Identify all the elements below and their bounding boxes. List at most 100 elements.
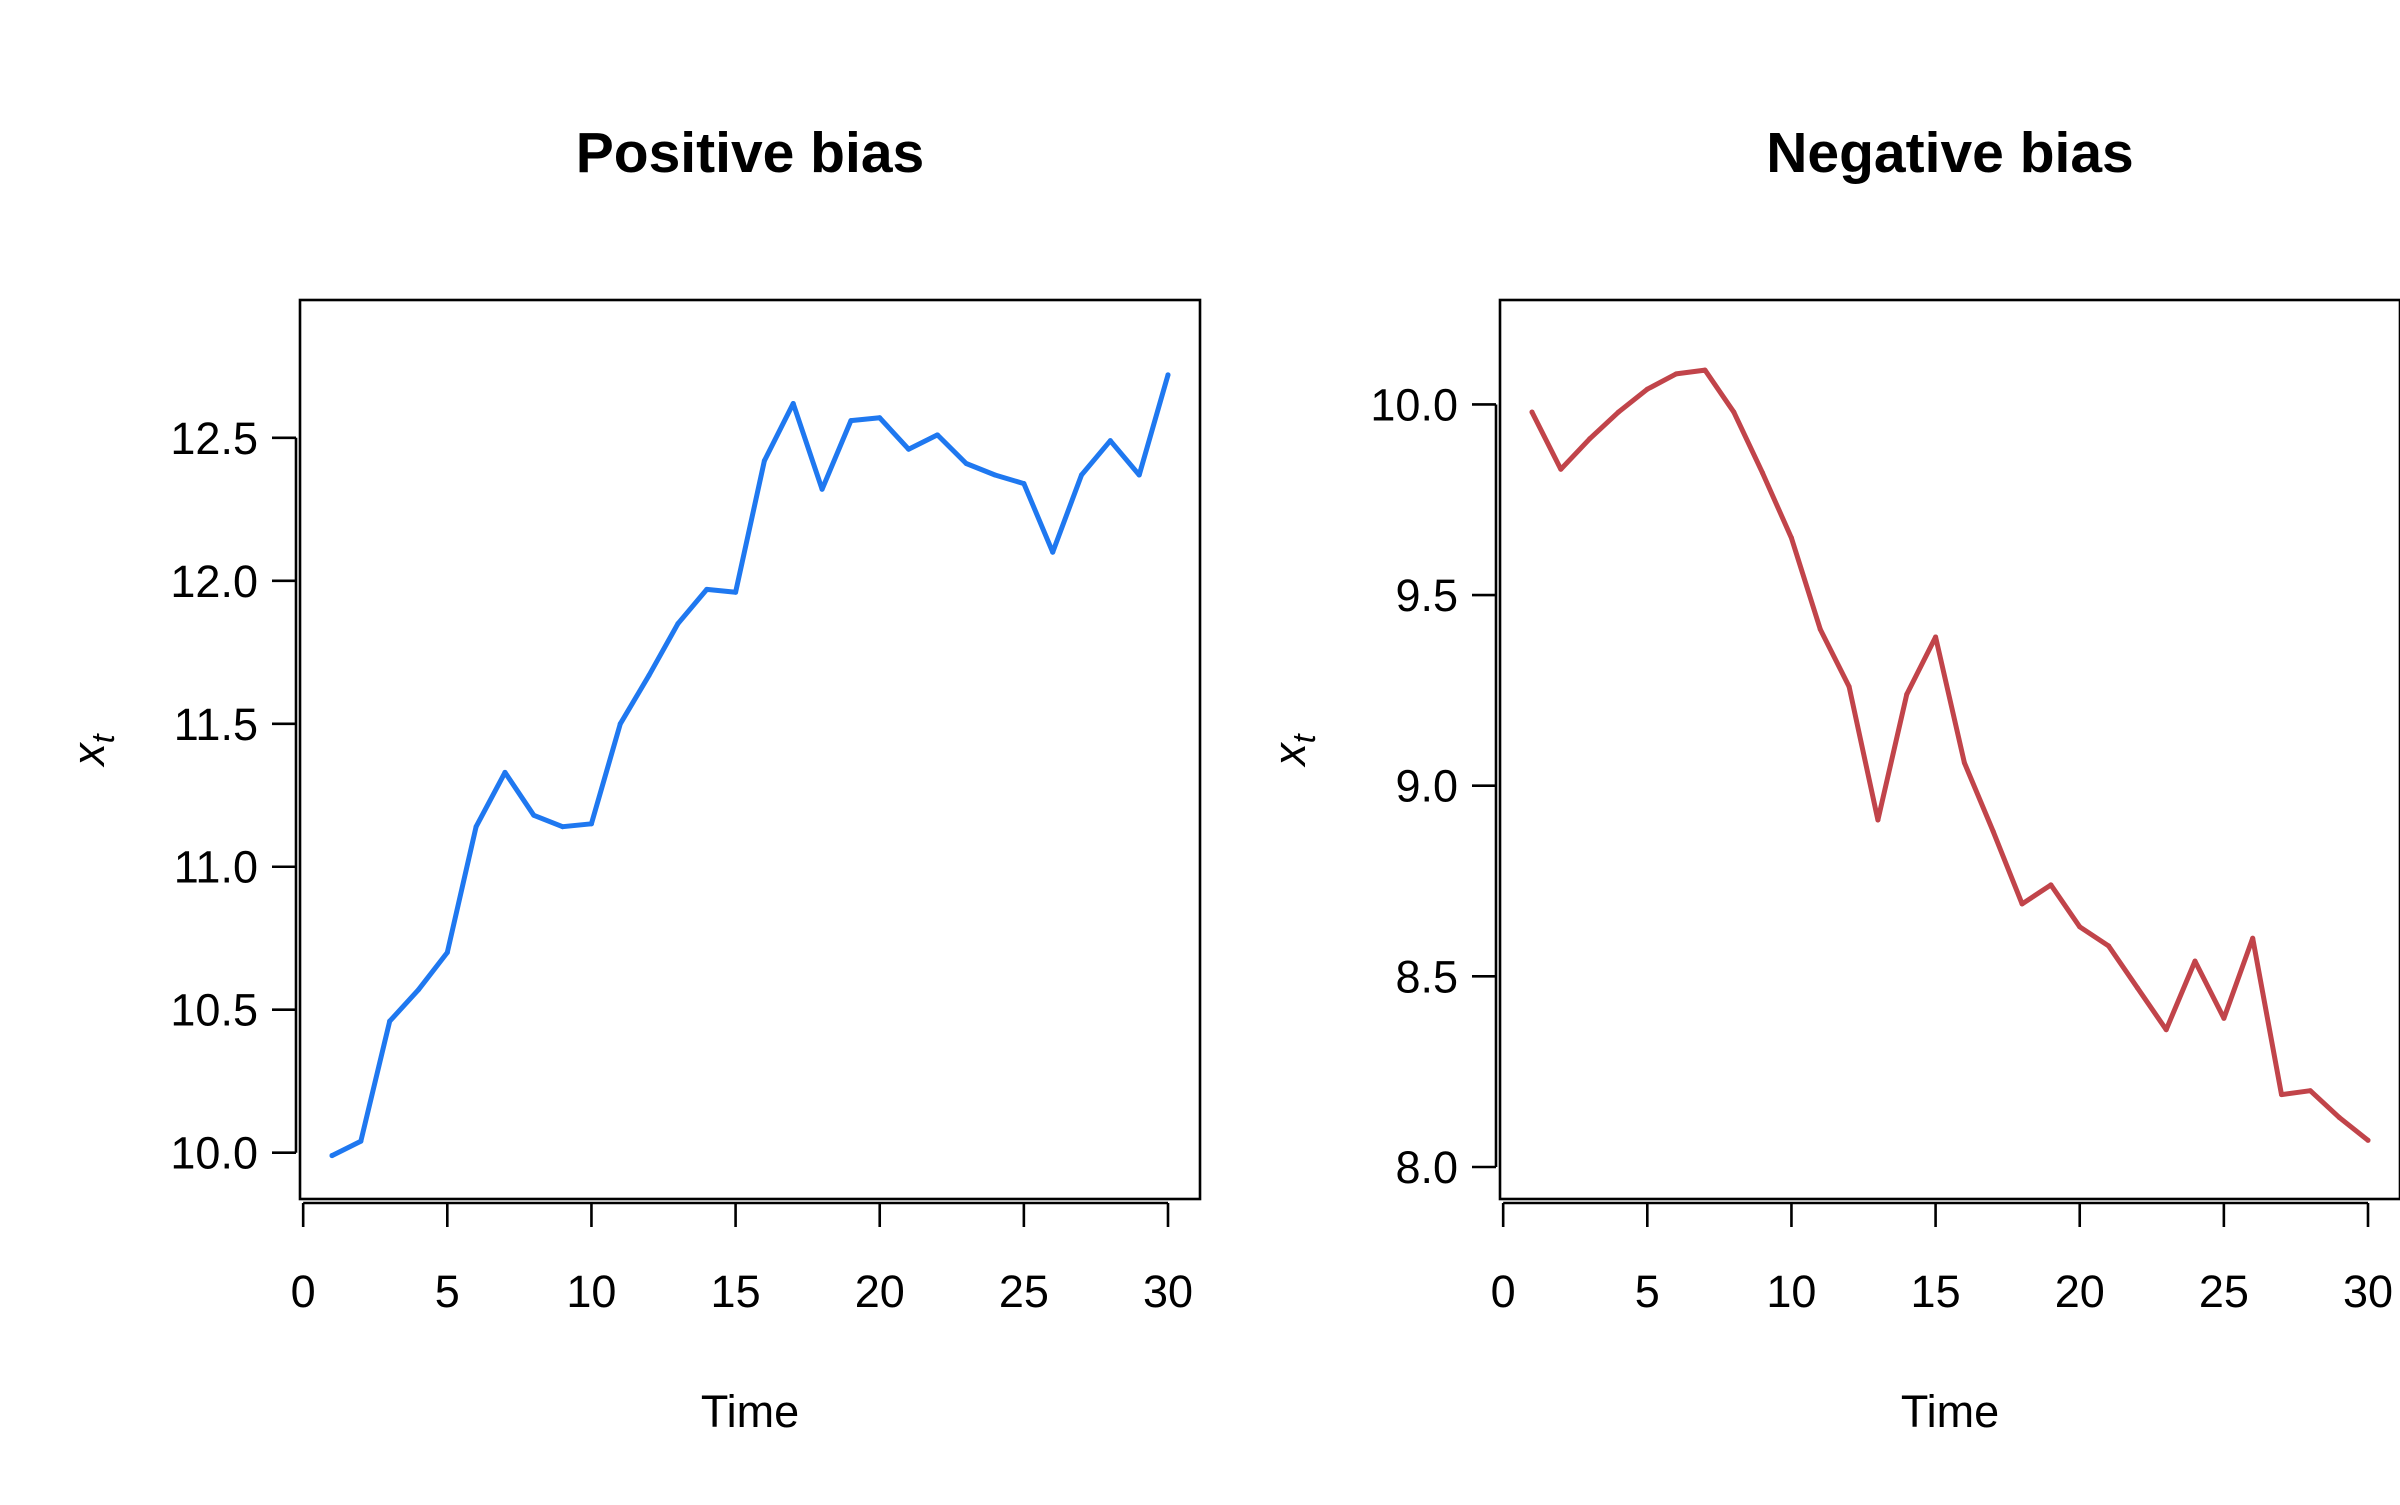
y-axis-label: xt [1264,733,1322,768]
data-point [358,1138,364,1144]
data-point [2163,1027,2169,1033]
y-tick-label: 9.0 [1395,761,1458,812]
data-point [2192,958,2198,964]
x-tick-label: 20 [855,1266,905,1317]
data-point [704,586,710,592]
data-point [1702,367,1708,373]
x-tick-label: 0 [291,1266,316,1317]
data-point [934,432,940,438]
x-tick-label: 25 [2199,1266,2249,1317]
panel-negative-bias: Negative bias 0 5 10 15 20 25 30 8.0 8.5 9.0 9.5 10.… [1264,121,2400,1437]
data-point [1587,436,1593,442]
x-tick-label: 15 [711,1266,761,1317]
x-tick-label: 15 [1911,1266,1961,1317]
x-tick-label: 25 [999,1266,1049,1317]
data-point [646,672,652,678]
data-point [1817,626,1823,632]
y-tick-label: 10.0 [170,1128,258,1179]
data-point [2077,924,2083,930]
data-point [1904,691,1910,697]
data-point [877,415,883,421]
data-point [906,446,912,452]
x-tick-label: 30 [2343,1266,2393,1317]
data-point [1990,828,1996,834]
series-line [329,372,1171,1159]
y-tick-label: 10.5 [170,985,258,1036]
x-tick-label: 5 [435,1266,460,1317]
data-point [1875,817,1881,823]
data-point [733,589,739,595]
x-tick-label: 0 [1491,1266,1516,1317]
data-point [675,621,681,627]
data-point [2307,1088,2313,1094]
y-axis-label-main: x [63,742,114,768]
data-point [1558,466,1564,472]
y-tick-label: 11.5 [174,699,258,750]
data-point [1933,634,1939,640]
data-point [1021,481,1027,487]
x-axis-label: Time [701,1386,799,1437]
data-point [1760,470,1766,476]
data-point [473,824,479,830]
data-point [444,950,450,956]
series-line [1529,367,2371,1143]
x-tick-label: 20 [2055,1266,2105,1317]
data-point [2106,943,2112,949]
y-tick-label: 12.0 [170,556,258,607]
data-point [2134,985,2140,991]
data-point [1107,438,1113,444]
y-axis-label: xt [63,733,121,768]
data-point [1615,409,1621,415]
y-tick-label: 12.5 [170,413,258,464]
data-point [1731,409,1737,415]
x-tick-label: 30 [1143,1266,1193,1317]
y-tick-label: 9.5 [1395,570,1458,621]
data-point [1079,472,1085,478]
y-tick-label: 8.0 [1395,1142,1458,1193]
data-point [1050,549,1056,555]
x-tick-label: 10 [566,1266,616,1317]
plot-frame [1498,298,2400,1201]
data-point [819,486,825,492]
chart-title: Positive bias [576,121,925,185]
data-point [415,987,421,993]
data-point [588,821,594,827]
y-axis-label-main: x [1264,742,1315,768]
data-point [2221,1015,2227,1021]
data-point [2279,1092,2285,1098]
data-point [1529,409,1535,415]
y-tick-label: 10.0 [1370,379,1458,430]
y-axis-label-subscript: t [85,733,121,743]
y-tick-label: 8.5 [1395,951,1458,1002]
data-point [502,769,508,775]
y-tick-label: 11.0 [174,842,258,893]
panel-positive-bias: Positive bias 0 5 10 15 20 25 30 10.0 10.5 11.0 11.… [63,121,1202,1437]
data-point [2048,882,2054,888]
plot-frame [298,298,1202,1201]
x-axis-label: Time [1901,1386,1999,1437]
data-point [1136,472,1142,478]
data-point [1673,371,1679,377]
x-tick-label: 10 [1766,1266,1816,1317]
data-point [1165,372,1171,378]
data-point [1644,386,1650,392]
data-point [2365,1137,2371,1143]
data-point [761,458,767,464]
data-point [2250,935,2256,941]
data-point [1846,684,1852,690]
y-axis-label-subscript: t [1286,733,1322,743]
data-point [531,812,537,818]
data-point [992,472,998,478]
data-point [617,721,623,727]
data-point [790,400,796,406]
chart-title: Negative bias [1766,121,2134,185]
data-point [1788,535,1794,541]
data-point [560,824,566,830]
data-point [1961,760,1967,766]
data-point [963,461,969,467]
data-point [329,1153,335,1159]
data-point [387,1018,393,1024]
data-point [2336,1114,2342,1120]
